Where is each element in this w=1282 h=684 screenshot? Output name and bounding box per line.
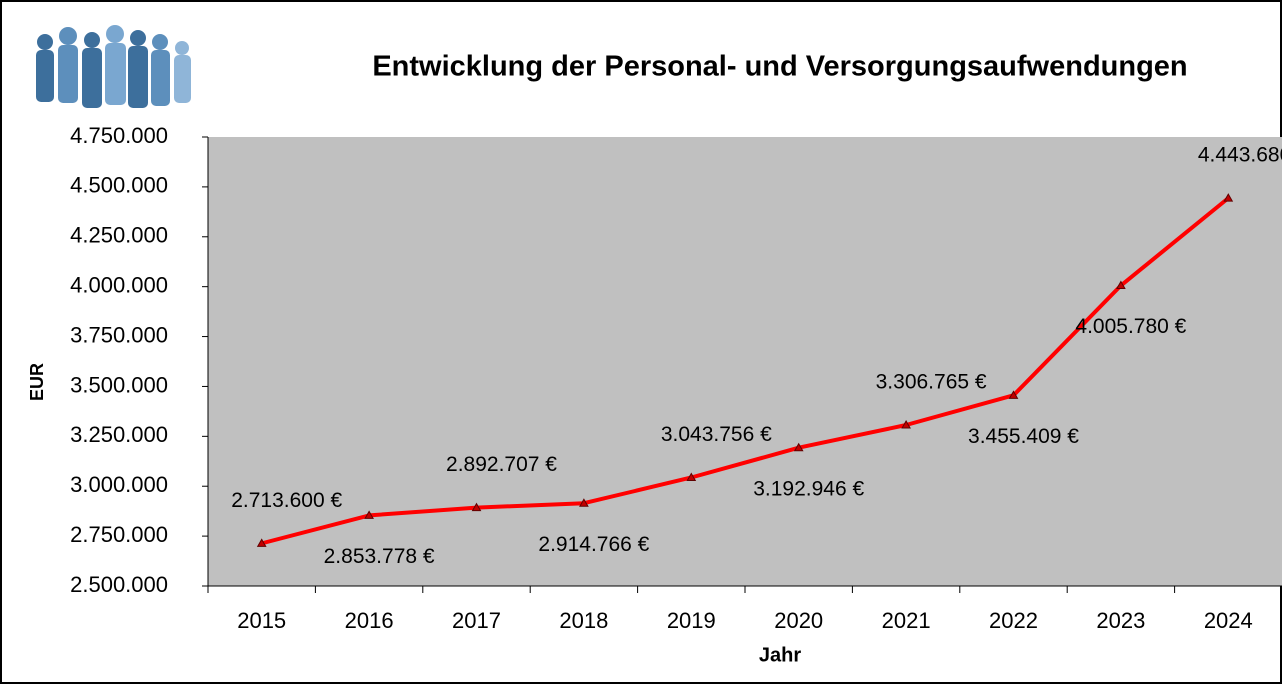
x-tick-label: 2024 bbox=[1204, 608, 1253, 633]
data-label: 2.853.778 € bbox=[324, 545, 435, 568]
x-tick-label: 2015 bbox=[237, 608, 286, 633]
y-tick-label: 3.000.000 bbox=[70, 472, 168, 497]
marker bbox=[1008, 390, 1019, 399]
marker bbox=[901, 419, 911, 429]
plot-area bbox=[208, 137, 1282, 586]
x-tick-label: 2022 bbox=[989, 608, 1038, 633]
y-tick-label: 4.750.000 bbox=[70, 123, 168, 148]
y-tick-label: 4.250.000 bbox=[70, 223, 168, 248]
x-tick-label: 2019 bbox=[667, 608, 716, 633]
data-label: 4.005.780 € bbox=[1075, 315, 1186, 338]
marker bbox=[1116, 280, 1126, 290]
data-label: 3.306.765 € bbox=[876, 371, 987, 394]
marker bbox=[1223, 193, 1234, 202]
chart-title: Entwicklung der Personal- und Versorgung… bbox=[372, 51, 1187, 83]
marker bbox=[256, 538, 267, 547]
data-label: 3.192.946 € bbox=[753, 477, 864, 500]
data-label: 4.443.680 € bbox=[1198, 144, 1282, 167]
y-tick-label: 4.000.000 bbox=[70, 272, 168, 297]
people-icon bbox=[36, 25, 191, 108]
data-label: 2.914.766 € bbox=[538, 533, 649, 556]
data-label: 2.892.707 € bbox=[446, 453, 557, 476]
x-tick-label: 2016 bbox=[345, 608, 394, 633]
x-tick-label: 2021 bbox=[882, 608, 931, 633]
marker bbox=[471, 502, 482, 512]
data-line bbox=[261, 196, 1230, 546]
y-tick-label: 3.500.000 bbox=[70, 372, 168, 397]
marker bbox=[579, 498, 589, 507]
y-tick-label: 3.750.000 bbox=[70, 322, 168, 347]
y-tick-label: 2.750.000 bbox=[70, 522, 168, 547]
x-tick-label: 2018 bbox=[559, 608, 608, 633]
x-axis-label: Jahr bbox=[759, 644, 801, 666]
data-label: 3.043.756 € bbox=[661, 423, 772, 446]
y-tick-label: 3.250.000 bbox=[70, 422, 168, 447]
data-label: 2.713.600 € bbox=[231, 489, 342, 512]
marker bbox=[686, 472, 697, 481]
y-axis-label: EUR bbox=[27, 363, 47, 401]
marker bbox=[793, 442, 804, 452]
data-label: 3.455.409 € bbox=[968, 425, 1079, 448]
x-tick-label: 2017 bbox=[452, 608, 501, 633]
marker bbox=[364, 510, 374, 519]
y-tick-label: 2.500.000 bbox=[70, 572, 168, 597]
x-tick-label: 2023 bbox=[1096, 608, 1145, 633]
x-tick-label: 2020 bbox=[774, 608, 823, 633]
y-tick-label: 4.500.000 bbox=[70, 173, 168, 198]
